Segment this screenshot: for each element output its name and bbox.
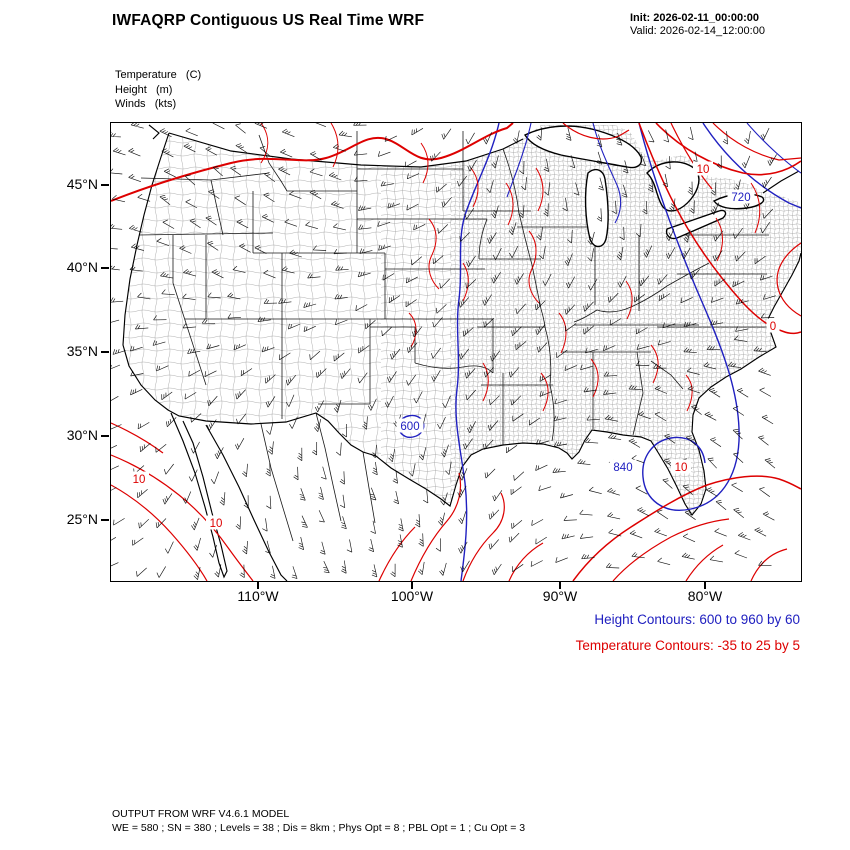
lake-erie bbox=[665, 209, 727, 240]
y-axis-tick-label: 45°N bbox=[66, 176, 98, 192]
model-footer: OUTPUT FROM WRF V4.6.1 MODEL WE = 580 ; … bbox=[112, 808, 525, 835]
x-axis-tick-label: 110°W bbox=[237, 588, 279, 604]
county-texture bbox=[123, 125, 801, 515]
contour-label: 840 bbox=[613, 462, 632, 474]
footer-model-line: OUTPUT FROM WRF V4.6.1 MODEL bbox=[112, 808, 290, 820]
y-axis-tick-mark bbox=[101, 267, 109, 269]
contour-label-bg bbox=[766, 318, 780, 333]
contour-label-bg bbox=[727, 189, 755, 204]
contour-label: 720 bbox=[731, 192, 750, 204]
footer-config-line: WE = 580 ; SN = 380 ; Levels = 38 ; Dis … bbox=[112, 821, 526, 834]
contour-label: 600 bbox=[400, 421, 419, 433]
lake-superior bbox=[524, 125, 643, 169]
coastlines-and-borders bbox=[122, 124, 801, 581]
contour-label-bg bbox=[396, 418, 424, 433]
contour-label-layer: 10 0 10 10 10 720 840 600 bbox=[129, 161, 780, 530]
conus-map: 10 0 10 10 10 720 840 600 bbox=[111, 123, 801, 581]
state-borders bbox=[138, 131, 771, 542]
contour-label-bg bbox=[693, 161, 713, 176]
height-contours bbox=[397, 123, 801, 581]
temperature-contours bbox=[111, 123, 801, 581]
init-time: Init: 2026-02-11_00:00:00 bbox=[630, 12, 760, 24]
contour-label-bg bbox=[206, 515, 226, 530]
y-axis-tick-label: 35°N bbox=[66, 343, 98, 359]
contour-label: 10 bbox=[675, 462, 688, 474]
x-axis-tick-label: 80°W bbox=[687, 588, 723, 604]
lake-michigan bbox=[584, 168, 609, 248]
y-axis-tick-label: 30°N bbox=[66, 427, 98, 443]
x-axis-tick-mark bbox=[559, 581, 561, 589]
x-axis-tick-mark bbox=[411, 581, 413, 589]
run-times: Init: 2026-02-11_00:00:00 Valid: 2026-02… bbox=[630, 12, 765, 38]
contour-label-bg bbox=[609, 459, 637, 474]
contour-label: 10 bbox=[210, 518, 223, 530]
y-axis-tick-mark bbox=[101, 351, 109, 353]
contour-label-bg bbox=[671, 459, 691, 474]
plot-title: IWFAQRP Contiguous US Real Time WRF bbox=[112, 12, 425, 29]
contour-label: 0 bbox=[770, 321, 776, 333]
contour-label: 10 bbox=[133, 474, 146, 486]
variable-legend: Temperature (C) Height (m) Winds (kts) bbox=[115, 68, 201, 112]
x-axis-tick-mark bbox=[704, 581, 706, 589]
legend-height: Height (m) bbox=[115, 83, 173, 96]
wind-barb-field bbox=[111, 123, 777, 580]
contour-label-bg bbox=[129, 471, 149, 486]
y-axis-tick-mark bbox=[101, 435, 109, 437]
wind-barb-layer bbox=[111, 123, 777, 580]
x-axis-tick-label: 90°W bbox=[542, 588, 578, 604]
y-axis-tick-label: 25°N bbox=[66, 511, 98, 527]
map-frame: 10 0 10 10 10 720 840 600 bbox=[110, 122, 802, 582]
temperature-contours-caption: Temperature Contours: -35 to 25 by 5 bbox=[575, 638, 800, 653]
y-axis-tick-label: 40°N bbox=[66, 259, 98, 275]
y-axis-tick-mark bbox=[101, 184, 109, 186]
valid-time: Valid: 2026-02-14_12:00:00 bbox=[630, 25, 765, 37]
legend-temperature: Temperature (C) bbox=[115, 69, 202, 81]
height-contours-caption: Height Contours: 600 to 960 by 60 bbox=[594, 612, 800, 627]
contour-label: 10 bbox=[697, 164, 710, 176]
x-axis-tick-label: 100°W bbox=[390, 588, 434, 604]
x-axis-tick-mark bbox=[257, 581, 259, 589]
y-axis-tick-mark bbox=[101, 519, 109, 521]
legend-winds: Winds (kts) bbox=[115, 98, 177, 110]
